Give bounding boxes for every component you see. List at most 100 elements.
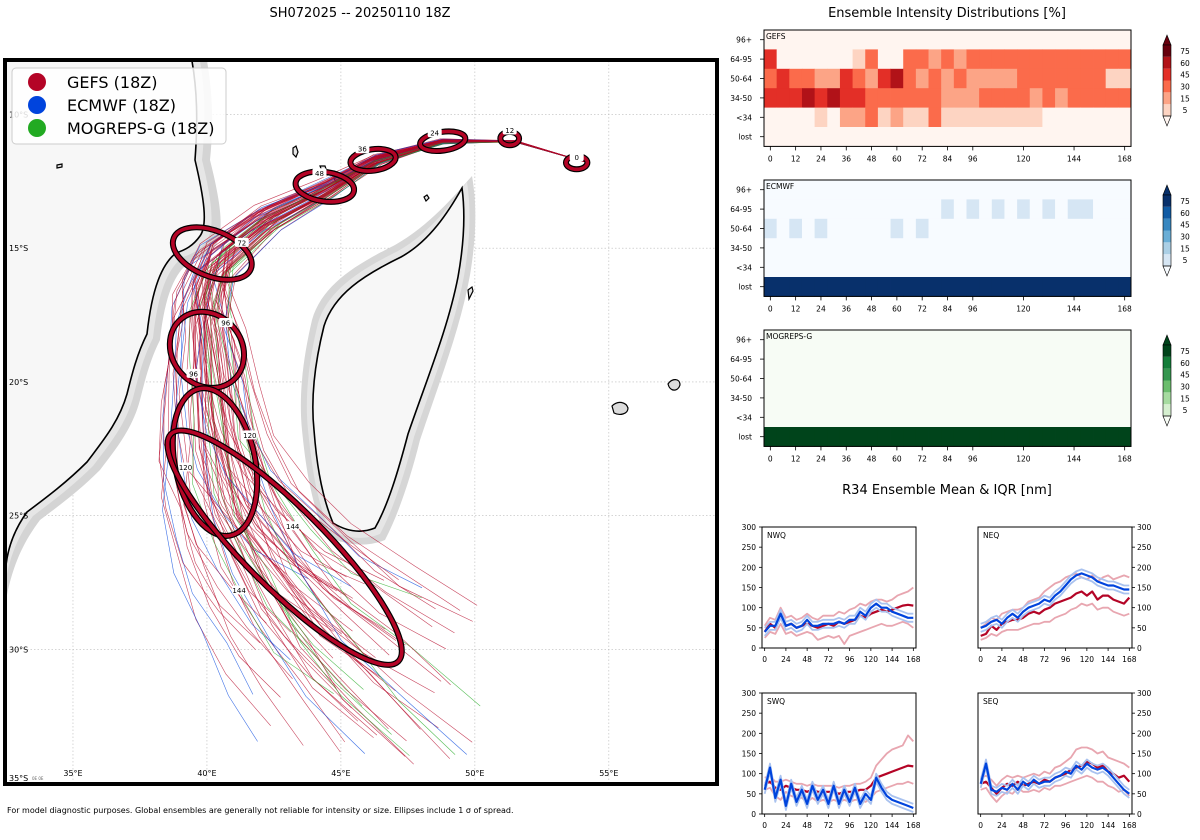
r34-y-label: 100: [1137, 770, 1152, 779]
heatmap-cell: [801, 277, 816, 297]
heatmap-cell: [991, 107, 1005, 128]
heatmap-cell: [1055, 49, 1069, 70]
r34-x-label: 120: [864, 655, 879, 664]
heatmap-cell: [877, 199, 891, 220]
heatmap-cell: [928, 368, 942, 389]
heatmap-cell: [941, 68, 955, 89]
heatmap-cell: [839, 388, 853, 408]
heatmap-cell: [1042, 49, 1056, 70]
heatmap-cell: [953, 88, 967, 108]
heatmap-cell: [764, 68, 778, 89]
heatmap-cell: [801, 368, 816, 389]
heatmap-cell: [1093, 88, 1107, 108]
heatmap-cell: [1093, 238, 1107, 258]
heatmap-cell: [1055, 68, 1069, 89]
r34-x-label: 48: [1018, 821, 1028, 830]
heatmap-cell: [801, 49, 816, 70]
heatmap-cell: [1118, 257, 1132, 278]
heatmap-cell: [789, 238, 803, 258]
heatmap-cell: [1080, 238, 1094, 258]
heatmap-cell: [1004, 407, 1018, 428]
heatmap-cell: [764, 127, 778, 147]
heatmap-cell: [814, 180, 828, 200]
heatmap-cell: [827, 388, 841, 408]
heatmap-cell: [764, 277, 778, 297]
heatmap-cell: [877, 257, 891, 278]
r34-x-label: 72: [1040, 821, 1050, 830]
heatmap-cell: [1093, 277, 1107, 297]
r34-y-label: 300: [1137, 523, 1152, 532]
heatmap-row-label: 96+: [736, 336, 752, 345]
heatmap-cell: [991, 349, 1005, 370]
heatmap-cell: [839, 277, 853, 297]
heatmap-x-label: 24: [816, 454, 826, 463]
heatmap-cell: [1093, 218, 1107, 239]
heatmap-cell: [915, 407, 929, 428]
heatmap-cell: [953, 107, 967, 128]
heatmap-cell: [789, 330, 803, 350]
heatmap-cell: [941, 180, 955, 200]
heatmap-cell: [991, 407, 1005, 428]
colorbar-tick-label: 15: [1180, 94, 1190, 103]
colorbar-frame: [1162, 194, 1172, 267]
heatmap-cell: [839, 30, 853, 50]
heatmap-cell: [764, 349, 778, 370]
heatmap-cell: [1105, 277, 1119, 297]
heatmap-cell: [852, 330, 866, 350]
r34-y-label: 150: [742, 584, 757, 593]
heatmap-cell: [953, 49, 967, 70]
series-ecmwf-q25: [979, 766, 1130, 799]
heatmap-cell: [1017, 349, 1031, 370]
heatmap-cell: [1105, 180, 1119, 200]
ellipse-label: 96: [189, 370, 198, 378]
heatmap-cell: [953, 68, 967, 89]
heatmap-cell: [839, 199, 853, 220]
heatmap-cell: [890, 49, 904, 70]
heatmap-cell: [966, 30, 980, 50]
heatmap-cell: [1118, 349, 1132, 370]
heatmap-cell: [1105, 127, 1119, 147]
heatmap-cell: [966, 199, 980, 220]
heatmap-x-label: 168: [1118, 454, 1133, 463]
heatmap-row-label: 50-64: [730, 375, 752, 384]
heatmap-cell: [1118, 427, 1132, 447]
heatmap-cell: [903, 218, 917, 239]
heatmap-cell: [814, 277, 828, 297]
heatmap-cell: [1042, 127, 1056, 147]
heatmap-cell: [1017, 427, 1031, 447]
r34-x-label: 144: [1101, 821, 1116, 830]
heatmap-cell: [1093, 407, 1107, 428]
heatmap-cell: [991, 330, 1005, 350]
heatmap-cell: [877, 49, 891, 70]
colorbar-extend-bottom: [1162, 265, 1172, 277]
ellipse-label: 144: [286, 523, 300, 531]
heatmap-cell: [966, 349, 980, 370]
heatmap-cell: [1105, 30, 1119, 50]
heatmap-cell: [1004, 107, 1018, 128]
heatmap-cell: [979, 349, 993, 370]
heatmap-cell: [1017, 49, 1031, 70]
heatmap-cell: [915, 388, 929, 408]
heatmap-cell: [865, 238, 879, 258]
heatmap-x-label: 84: [943, 304, 953, 313]
heatmap-x-label: 36: [841, 454, 851, 463]
heatmap-cell: [764, 218, 778, 239]
heatmap-cell: [915, 218, 929, 239]
r34-x-label: 72: [1040, 655, 1050, 664]
heatmap-cell: [890, 68, 904, 89]
ellipse-hour-144: [165, 428, 404, 667]
heatmap-cell: [903, 30, 917, 50]
heatmap-cell: [1017, 368, 1031, 389]
heatmap-cell: [915, 277, 929, 297]
heatmap-cell: [1029, 68, 1043, 89]
r34-y-label: 0: [751, 810, 756, 819]
colorbar-tick-label: 45: [1180, 71, 1190, 80]
series-gefs-q25: [764, 620, 914, 645]
heatmap-cell: [1004, 30, 1018, 50]
heatmap-cell: [1042, 68, 1056, 89]
heatmap-cell: [827, 277, 841, 297]
heatmap-cell: [764, 368, 778, 389]
heatmap-cell: [979, 257, 993, 278]
heatmap-x-label: 84: [943, 454, 953, 463]
heatmap-cell: [1118, 407, 1132, 428]
